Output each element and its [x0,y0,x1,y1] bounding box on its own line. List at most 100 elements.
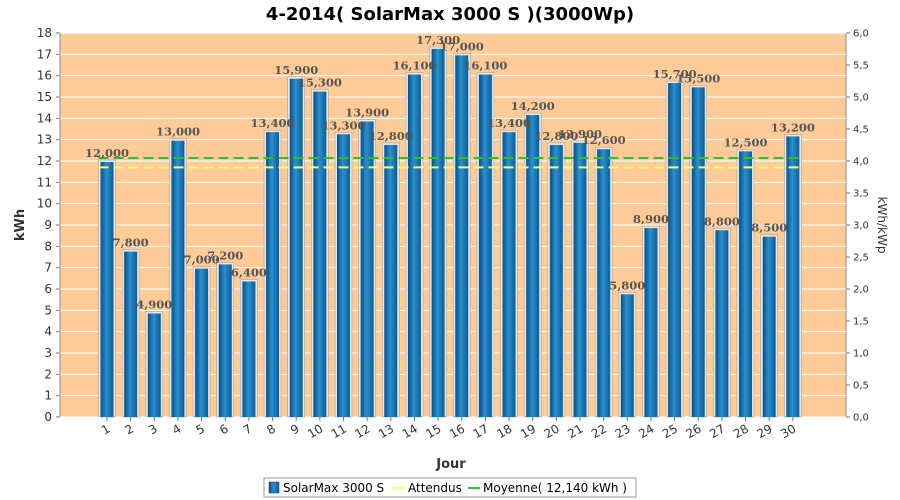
data-label: 16,100 [463,59,507,73]
y-right-tick-label: 4,5 [853,125,869,136]
bar [502,132,516,417]
legend-swatch-bar [268,481,280,494]
y-tick-label: 8 [44,239,52,253]
x-tick-label: 28 [731,421,751,441]
bar [266,132,280,417]
x-tick-label: 18 [494,421,514,441]
bar [597,149,611,417]
data-label: 7,200 [207,248,243,262]
bar [668,83,682,418]
x-tick-label: 16 [447,421,467,441]
y-tick-label: 18 [37,26,52,40]
x-tick-label: 2 [123,421,137,437]
bar [573,142,587,418]
bar [360,121,374,417]
y-right-tick-label: 0,0 [853,413,869,424]
y-right-tick-label: 1,5 [853,317,869,328]
x-tick-label: 9 [288,421,302,437]
bar [549,144,563,417]
x-axis-title: Jour [435,457,466,472]
y-tick-label: 12 [37,154,52,168]
x-tick-label: 10 [305,421,325,441]
x-tick-label: 30 [778,421,798,441]
bar [100,162,114,417]
reference-lines [98,157,802,169]
y-right-tick-label: 5,0 [853,93,869,104]
x-tick-label: 12 [352,421,372,441]
bar [195,268,209,417]
bar [218,264,232,417]
bar [147,313,161,417]
bar [620,294,634,417]
data-label: 13,400 [251,116,295,130]
y-right-tick-label: 6,0 [853,29,869,40]
bar [337,134,350,417]
data-label: 12,800 [534,129,578,143]
y-tick-label: 3 [44,346,52,360]
y-right-tick-label: 5,5 [853,61,869,72]
data-label: 17,300 [416,33,460,47]
x-tick-label: 17 [471,421,491,441]
data-label: 15,500 [676,71,720,85]
data-label: 13,000 [156,125,200,139]
x-tick-label: 14 [400,421,420,441]
legend-label-expected: Attendus [408,481,462,495]
data-label: 12,500 [724,135,768,149]
data-label: 12,900 [558,127,602,141]
bar [762,236,776,417]
legend-box [263,477,637,498]
x-tick-label: 11 [329,421,349,441]
data-label: 14,200 [511,99,555,113]
legend: SolarMax 3000 S Attendus Moyenne( 12,140… [263,477,637,498]
y-tick-label: 4 [44,325,52,339]
data-label: 13,300 [321,118,365,132]
bar [242,281,256,417]
bar [739,151,753,418]
bar [407,74,421,418]
data-label: 7,000 [184,253,220,267]
y-tick-label: 5 [44,303,52,317]
x-tick-label: 7 [241,421,255,437]
x-tick-label: 1 [99,421,113,437]
x-tick-label: 27 [707,421,727,441]
data-label: 12,000 [85,146,129,160]
data-label: 17,000 [440,39,484,53]
y-tick-label: 0 [44,410,52,424]
data-label: 5,800 [609,278,645,292]
x-tick-label: 29 [754,421,774,441]
x-tick-label: 25 [660,421,680,441]
y-right-tick-label: 3,5 [853,189,869,200]
x-tick-label: 8 [264,421,278,437]
bar [455,55,469,417]
y-right-tick-label: 0,5 [853,381,869,392]
y-right-tick-label: 2,5 [853,253,869,264]
y-tick-label: 17 [37,47,52,61]
bar [124,251,138,417]
data-label: 15,700 [653,67,697,81]
data-label: 16,100 [392,59,436,73]
data-label: 6,400 [231,265,267,279]
x-axis: 1 2 3 4 5 6 7 8 9 10 11 12 13 14 15 16 17 18 19 20 21 22 23 24 2… [99,417,798,441]
x-tick-label: 13 [376,421,396,441]
legend-label-average: Moyenne( 12,140 kWh ) [483,481,627,495]
y-tick-label: 16 [37,69,52,83]
data-label: 15,300 [298,76,342,90]
y-tick-label: 6 [44,282,52,296]
x-tick-label: 20 [542,421,562,441]
y-tick-label: 7 [44,261,52,275]
x-tick-label: 3 [146,421,160,437]
bar [431,48,445,417]
y-right-tick-label: 1,0 [853,349,869,360]
bar [644,228,658,417]
data-label: 8,500 [751,221,787,235]
data-label: 15,900 [274,63,318,77]
x-tick-label: 22 [589,421,609,441]
x-tick-label: 19 [518,421,538,441]
y-tick-label: 10 [37,197,52,211]
data-label: 13,900 [345,105,389,119]
x-tick-label: 15 [423,421,443,441]
bar [171,140,185,417]
bar [786,136,800,417]
y-tick-label: 9 [44,218,52,232]
bar [313,91,327,417]
